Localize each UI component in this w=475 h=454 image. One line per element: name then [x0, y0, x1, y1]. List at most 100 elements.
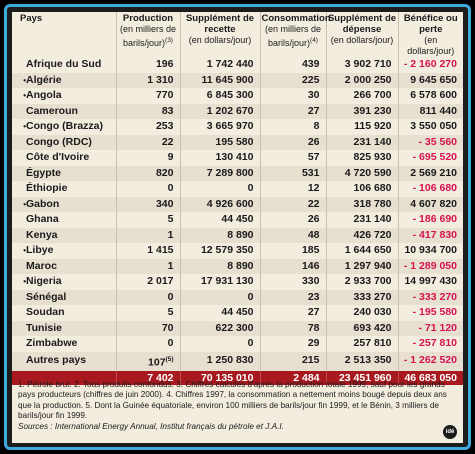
- consommation-cell: 439: [260, 57, 327, 73]
- depense-cell: 4 720 590: [326, 165, 399, 181]
- country-cell: Afrique du Sud: [12, 57, 117, 73]
- benefice-cell: 9 645 650: [398, 72, 463, 88]
- depense-cell: 231 140: [326, 134, 399, 150]
- benefice-cell: - 1 289 050: [398, 258, 463, 274]
- country-cell: • Nigeria: [12, 274, 117, 290]
- production-cell: 2 017: [116, 274, 181, 290]
- country-cell: Autres pays: [12, 351, 117, 371]
- table-row: Côte d'Ivoire 9 130 410 57 825 930 - 695 520: [12, 150, 463, 166]
- benefice-cell: - 106 680: [412, 182, 457, 194]
- header-consommation: Consommation (en milliers de barils/jour)…: [260, 12, 331, 57]
- recette-cell: 7 289 800: [180, 165, 261, 181]
- benefice-cell: - 1 262 520: [398, 351, 463, 371]
- table-row: Ghana 5 44 450 26 231 140 - 186 690: [12, 212, 463, 228]
- consommation-cell: 27: [260, 103, 327, 119]
- depense-cell: 257 810: [326, 336, 399, 352]
- depense-cell: 1 297 940: [326, 258, 399, 274]
- bullet-icon: •: [23, 91, 26, 100]
- benefice-cell: 10 934 700: [404, 244, 457, 256]
- country-cell: Cameroun: [12, 103, 117, 119]
- production-cell: 70: [116, 320, 181, 336]
- bullet-icon: •: [23, 122, 26, 131]
- recette-cell: 17 931 130: [180, 274, 261, 290]
- depense-cell: 318 780: [326, 196, 399, 212]
- country-cell: Tunisie: [12, 320, 117, 336]
- consommation-cell: 78: [260, 320, 327, 336]
- table-row: • Algérie 1 310 11 645 900 225 2 000 250 9 64…: [12, 72, 463, 88]
- benefice-cell: 14 997 430: [404, 275, 457, 287]
- benefice-cell: 811 440: [398, 103, 463, 119]
- total-production-cell: 7 402: [116, 370, 181, 385]
- recette-cell: 1 202 670: [180, 103, 261, 119]
- country-cell: Kenya: [12, 227, 117, 243]
- table-row: Éthiopie 0 0 12 106 680- 106 680: [12, 181, 463, 197]
- country-cell: Sénégal: [12, 289, 117, 305]
- production-cell: 820: [116, 165, 181, 181]
- bullet-icon: •: [23, 246, 26, 255]
- table-row: Kenya 1 8 890 48 426 720- 417 830: [12, 227, 463, 243]
- consommation-cell: 146: [260, 258, 327, 274]
- recette-cell: 3 665 970: [180, 119, 261, 135]
- table-row: Soudan 5 44 450 27 240 030 - 195 580: [12, 305, 463, 321]
- country-cell: Éthiopie: [12, 181, 117, 197]
- benefice-cell: 2 569 210: [398, 165, 463, 181]
- benefice-cell: 6 578 600: [410, 89, 457, 101]
- country-cell: • Congo (Brazza): [12, 119, 117, 135]
- header-production: Production (en milliers de barils/jour)(3…: [116, 12, 181, 57]
- production-cell: 196: [116, 57, 181, 73]
- table-row: Sénégal 0 0 23 333 270- 333 270: [12, 289, 463, 305]
- depense-cell: 333 270: [326, 289, 399, 305]
- country-cell: • Gabon: [12, 196, 117, 212]
- table-row: • Congo (Brazza) 253 3 665 970 8 115 920 3 55…: [12, 119, 463, 135]
- consommation-cell: 531: [260, 165, 327, 181]
- total-row: 7 402 70 135 010 2 484 23 451 960 46 683 050: [12, 370, 463, 385]
- depense-cell: 2 513 350: [326, 351, 399, 371]
- depense-cell: 2 000 250: [326, 72, 399, 88]
- benefice-cell: - 333 270: [398, 289, 463, 305]
- consommation-cell: 57: [260, 150, 327, 166]
- production-cell: 1: [116, 227, 181, 243]
- recette-cell: 44 450: [180, 212, 261, 228]
- benefice-cell: - 195 580: [412, 306, 457, 318]
- production-cell: 107(5): [116, 351, 181, 371]
- header-country: Pays: [12, 12, 117, 57]
- consommation-cell: 26: [260, 134, 327, 150]
- consommation-cell: 29: [260, 336, 327, 352]
- table-row: Autres pays 107(5) 1 250 830 215 2 513 350- …: [12, 351, 463, 371]
- consommation-cell: 225: [260, 72, 327, 88]
- bullet-icon: •: [23, 199, 26, 209]
- total-benefice-cell: 46 683 050: [398, 370, 463, 385]
- consommation-cell: 12: [260, 181, 327, 197]
- recette-cell: 11 645 900: [180, 72, 261, 88]
- header-depense: Supplément de dépense (en dollars/jour): [326, 12, 399, 57]
- benefice-cell: - 71 120: [398, 320, 463, 336]
- country-cell: Ghana: [12, 212, 117, 228]
- footnotes: 1. Pétrole brut. 2. Tous produits confon…: [18, 380, 456, 432]
- total-consommation-cell: 2 484: [260, 370, 327, 385]
- consommation-cell: 23: [260, 289, 327, 305]
- benefice-cell: - 2 160 270: [403, 58, 457, 70]
- publisher-badge: idé: [443, 425, 457, 439]
- benefice-cell: 4 607 820: [398, 196, 463, 212]
- benefice-cell: - 695 520: [412, 151, 457, 163]
- benefice-cell: - 186 690: [412, 213, 457, 225]
- recette-cell: 0: [180, 289, 261, 305]
- consommation-cell: 330: [260, 274, 327, 290]
- total-label-cell: [12, 370, 117, 385]
- recette-cell: 44 450: [180, 305, 261, 321]
- consommation-cell: 26: [260, 212, 327, 228]
- consommation-cell: 215: [260, 351, 327, 371]
- table-header-row: Pays Production (en milliers de barils/jo…: [12, 12, 463, 57]
- production-cell: 22: [116, 134, 181, 150]
- recette-cell: 130 410: [180, 150, 261, 166]
- oil-table-page: Pays Production (en milliers de barils/jo…: [12, 12, 463, 443]
- depense-cell: 266 700: [326, 88, 399, 104]
- production-cell: 1 310: [116, 72, 181, 88]
- production-cell: 83: [116, 103, 181, 119]
- depense-cell: 1 644 650: [326, 243, 399, 259]
- recette-cell: 8 890: [180, 227, 261, 243]
- recette-cell: 8 890: [180, 258, 261, 274]
- benefice-cell: - 417 830: [398, 227, 463, 243]
- production-cell: 0: [116, 181, 181, 197]
- recette-cell: 622 300: [180, 320, 261, 336]
